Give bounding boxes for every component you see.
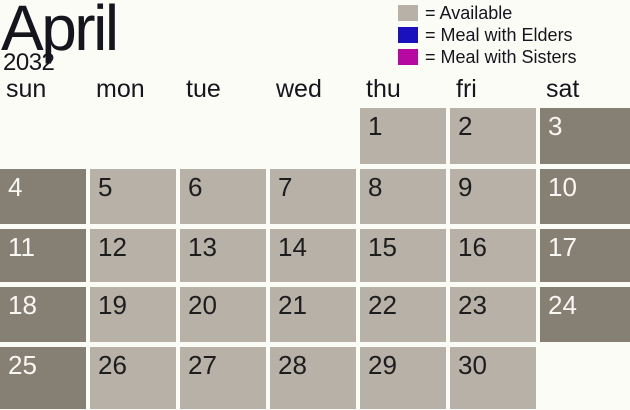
day-number: 6 <box>188 172 203 202</box>
day-number: 25 <box>8 350 37 380</box>
day-number: 7 <box>278 172 293 202</box>
weekday-header-sat: sat <box>546 75 580 103</box>
day-cell-25[interactable]: 25 <box>0 347 86 409</box>
day-number: 14 <box>278 232 307 262</box>
day-cell-15[interactable]: 15 <box>360 229 446 282</box>
day-cell-5[interactable]: 5 <box>90 169 176 224</box>
empty-cell <box>540 347 630 409</box>
day-number: 5 <box>98 172 113 202</box>
day-number: 12 <box>98 232 127 262</box>
day-cell-16[interactable]: 16 <box>450 229 536 282</box>
day-number: 13 <box>188 232 217 262</box>
day-number: 9 <box>458 172 473 202</box>
day-cell-17[interactable]: 17 <box>540 229 630 282</box>
day-number: 26 <box>98 350 127 380</box>
day-cell-22[interactable]: 22 <box>360 287 446 342</box>
day-number: 23 <box>458 290 487 320</box>
day-cell-28[interactable]: 28 <box>270 347 356 409</box>
day-number: 1 <box>368 111 383 141</box>
day-cell-10[interactable]: 10 <box>540 169 630 224</box>
day-number: 10 <box>548 172 577 202</box>
empty-cell <box>90 108 176 164</box>
day-number: 27 <box>188 350 217 380</box>
legend-item-meal-with-elders: = Meal with Elders <box>398 24 577 45</box>
day-number: 20 <box>188 290 217 320</box>
empty-cell <box>0 108 86 164</box>
meal-with-elders-swatch-icon <box>398 26 418 43</box>
day-cell-2[interactable]: 2 <box>450 108 536 164</box>
day-cell-23[interactable]: 23 <box>450 287 536 342</box>
day-number: 21 <box>278 290 307 320</box>
legend-item-available: = Available <box>398 2 577 23</box>
month-title: April <box>1 0 119 64</box>
day-number: 29 <box>368 350 397 380</box>
day-cell-24[interactable]: 24 <box>540 287 630 342</box>
day-cell-11[interactable]: 11 <box>0 229 86 282</box>
day-cell-3[interactable]: 3 <box>540 108 630 164</box>
day-cell-14[interactable]: 14 <box>270 229 356 282</box>
day-cell-6[interactable]: 6 <box>180 169 266 224</box>
day-cell-29[interactable]: 29 <box>360 347 446 409</box>
legend-item-meal-with-sisters: = Meal with Sisters <box>398 46 577 67</box>
day-number: 4 <box>8 172 23 202</box>
day-cell-1[interactable]: 1 <box>360 108 446 164</box>
weekday-header-wed: wed <box>276 75 322 103</box>
day-cell-8[interactable]: 8 <box>360 169 446 224</box>
empty-cell <box>270 108 356 164</box>
day-number: 3 <box>548 111 563 141</box>
day-cell-13[interactable]: 13 <box>180 229 266 282</box>
day-number: 8 <box>368 172 383 202</box>
legend: = Available = Meal with Elders = Meal wi… <box>398 2 577 67</box>
day-cell-9[interactable]: 9 <box>450 169 536 224</box>
meal-with-sisters-swatch-icon <box>398 48 418 65</box>
calendar-grid: 1 2 3 4 5 6 7 8 9 10 11 12 13 14 15 16 1… <box>0 108 630 409</box>
legend-label-meal-with-elders: = Meal with Elders <box>425 24 573 45</box>
day-number: 18 <box>8 290 37 320</box>
weekday-header-row: sun mon tue wed thu fri sat <box>0 75 630 104</box>
legend-label-meal-with-sisters: = Meal with Sisters <box>425 46 577 67</box>
available-swatch-icon <box>398 4 418 21</box>
year-label: 2032 <box>3 49 55 76</box>
day-cell-19[interactable]: 19 <box>90 287 176 342</box>
day-number: 11 <box>8 232 35 262</box>
day-cell-4[interactable]: 4 <box>0 169 86 224</box>
day-cell-18[interactable]: 18 <box>0 287 86 342</box>
day-number: 24 <box>548 290 577 320</box>
day-number: 22 <box>368 290 397 320</box>
day-cell-7[interactable]: 7 <box>270 169 356 224</box>
day-cell-27[interactable]: 27 <box>180 347 266 409</box>
day-cell-26[interactable]: 26 <box>90 347 176 409</box>
day-number: 30 <box>458 350 487 380</box>
day-number: 16 <box>458 232 487 262</box>
weekday-header-sun: sun <box>6 75 47 103</box>
day-number: 2 <box>458 111 473 141</box>
empty-cell <box>180 108 266 164</box>
day-number: 17 <box>548 232 577 262</box>
day-cell-30[interactable]: 30 <box>450 347 536 409</box>
weekday-header-tue: tue <box>186 75 221 103</box>
day-cell-20[interactable]: 20 <box>180 287 266 342</box>
day-number: 15 <box>368 232 397 262</box>
weekday-header-fri: fri <box>456 75 477 103</box>
weekday-header-mon: mon <box>96 75 145 103</box>
day-number: 19 <box>98 290 127 320</box>
day-cell-12[interactable]: 12 <box>90 229 176 282</box>
weekday-header-thu: thu <box>366 75 401 103</box>
day-number: 28 <box>278 350 307 380</box>
day-cell-21[interactable]: 21 <box>270 287 356 342</box>
legend-label-available: = Available <box>425 2 513 23</box>
